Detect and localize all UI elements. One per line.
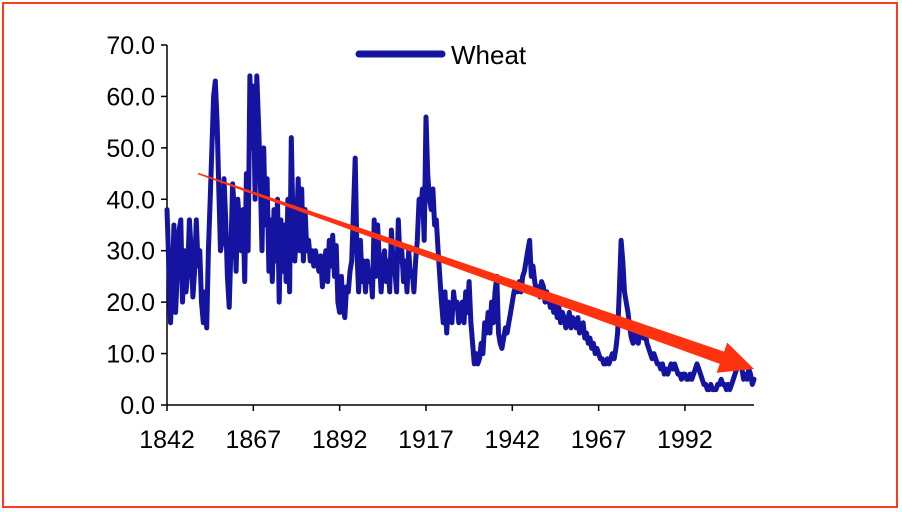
y-tick-label: 50.0 xyxy=(106,135,155,163)
series-line-wheat xyxy=(164,73,757,393)
x-tick-label: 1867 xyxy=(226,426,282,454)
legend-label-wheat: Wheat xyxy=(451,40,527,70)
legend: Wheat xyxy=(355,40,527,70)
y-axis: 0.0 10.0 20.0 30.0 40.0 50.0 60.0 70.0 xyxy=(106,32,168,420)
x-tick-label: 1967 xyxy=(571,426,627,454)
y-tick-label: 60.0 xyxy=(106,83,155,111)
x-tick-label: 1892 xyxy=(312,426,368,454)
series-layer xyxy=(164,73,757,393)
trend-arrow xyxy=(197,172,755,373)
y-tick-label: 40.0 xyxy=(106,186,155,214)
y-tick-label: 30.0 xyxy=(106,238,155,266)
x-axis: 1842 1867 1892 1917 1942 1967 1992 xyxy=(139,404,754,454)
y-tick-label: 0.0 xyxy=(120,392,155,420)
x-tick-label: 1942 xyxy=(484,426,540,454)
y-tick-label: 70.0 xyxy=(106,32,155,60)
x-tick-label: 1917 xyxy=(398,426,454,454)
y-tick-label: 10.0 xyxy=(106,341,155,369)
y-tick-label: 20.0 xyxy=(106,289,155,317)
x-tick-label: 1842 xyxy=(139,426,195,454)
annotation-layer xyxy=(197,172,755,373)
x-tick-label: 1992 xyxy=(657,426,713,454)
